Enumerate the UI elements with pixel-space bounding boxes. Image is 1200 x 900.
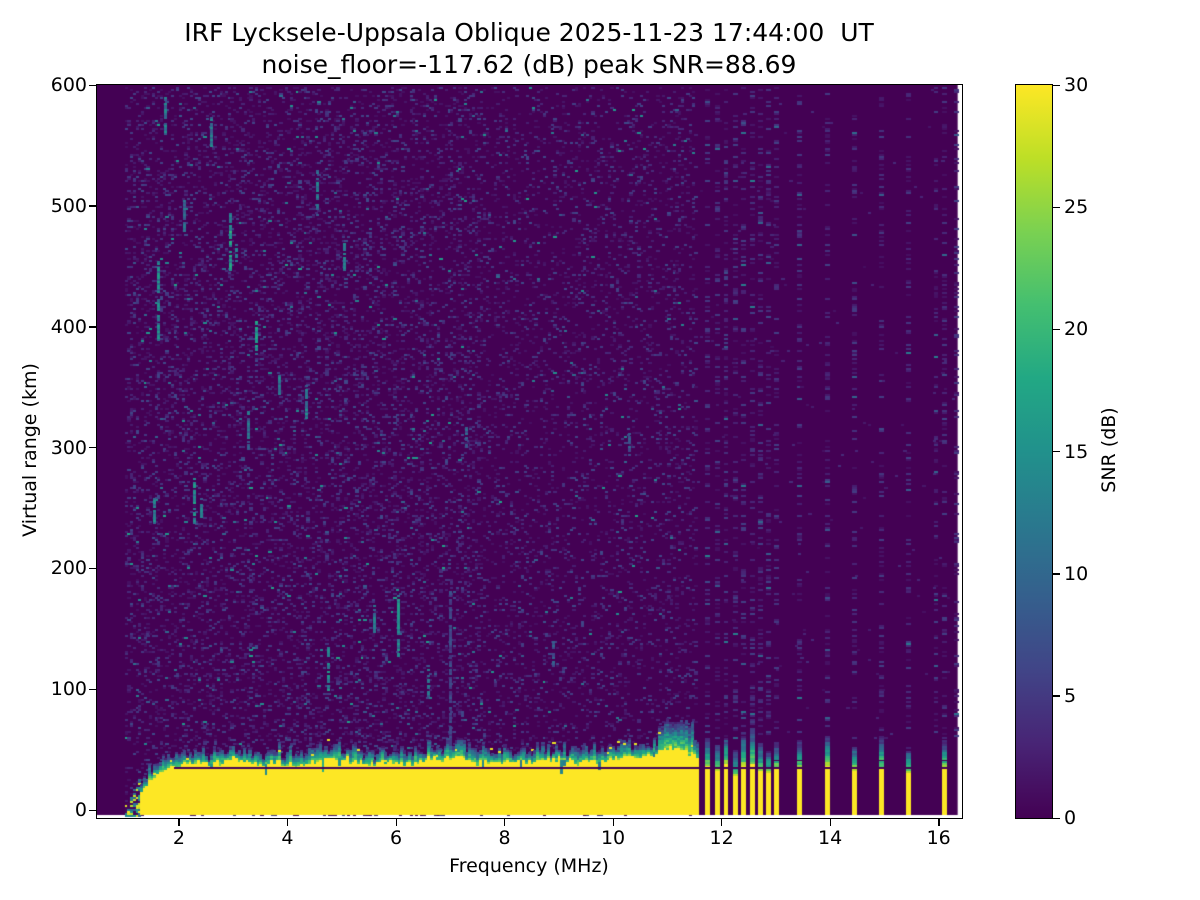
snr-heatmap-canvas [97, 85, 962, 818]
colorbar-gradient [1016, 85, 1052, 818]
colorbar-tick-label: 5 [1064, 684, 1077, 707]
x-tick-label: 16 [926, 827, 951, 849]
x-tick-label: 2 [172, 827, 185, 849]
colorbar-tick-label: 0 [1064, 807, 1077, 829]
colorbar-frame [1015, 84, 1053, 819]
plot-axes-frame [96, 84, 963, 819]
colorbar-tick-mark [1053, 573, 1060, 575]
figure-title: IRF Lycksele-Uppsala Oblique 2025-11-23 … [184, 18, 874, 47]
y-tick-label: 600 [50, 74, 87, 96]
x-tick-label: 8 [498, 827, 511, 849]
x-tick-label: 4 [281, 827, 294, 849]
x-tick-mark [612, 818, 614, 826]
colorbar-tick-mark [1053, 84, 1060, 86]
y-tick-label: 100 [50, 678, 87, 701]
x-axis-label: Frequency (MHz) [449, 855, 609, 877]
y-axis-label: Virtual range (km) [19, 363, 41, 537]
colorbar-tick-mark [1053, 817, 1060, 819]
figure-subtitle: noise_floor=-117.62 (dB) peak SNR=88.69 [261, 50, 797, 79]
colorbar-tick-mark [1053, 206, 1060, 209]
colorbar-tick-mark [1053, 451, 1060, 453]
x-tick-mark [829, 818, 832, 826]
x-tick-label: 14 [818, 827, 843, 849]
colorbar-tick-mark [1053, 695, 1060, 697]
x-tick-mark [938, 818, 940, 826]
colorbar-tick-mark [1053, 328, 1060, 331]
y-tick-label: 500 [50, 194, 87, 217]
x-tick-mark [178, 818, 180, 826]
x-tick-label: 6 [389, 827, 403, 849]
colorbar-tick-label: 25 [1064, 196, 1089, 219]
colorbar-tick-label: 30 [1064, 74, 1089, 96]
x-tick-mark [286, 818, 289, 826]
x-tick-mark [504, 818, 506, 826]
colorbar-label: SNR (dB) [1098, 407, 1120, 493]
x-tick-label: 12 [709, 827, 734, 849]
x-tick-mark [395, 818, 397, 826]
x-tick-mark [721, 818, 723, 826]
x-tick-label: 10 [600, 827, 626, 849]
y-tick-label: 0 [74, 799, 87, 822]
